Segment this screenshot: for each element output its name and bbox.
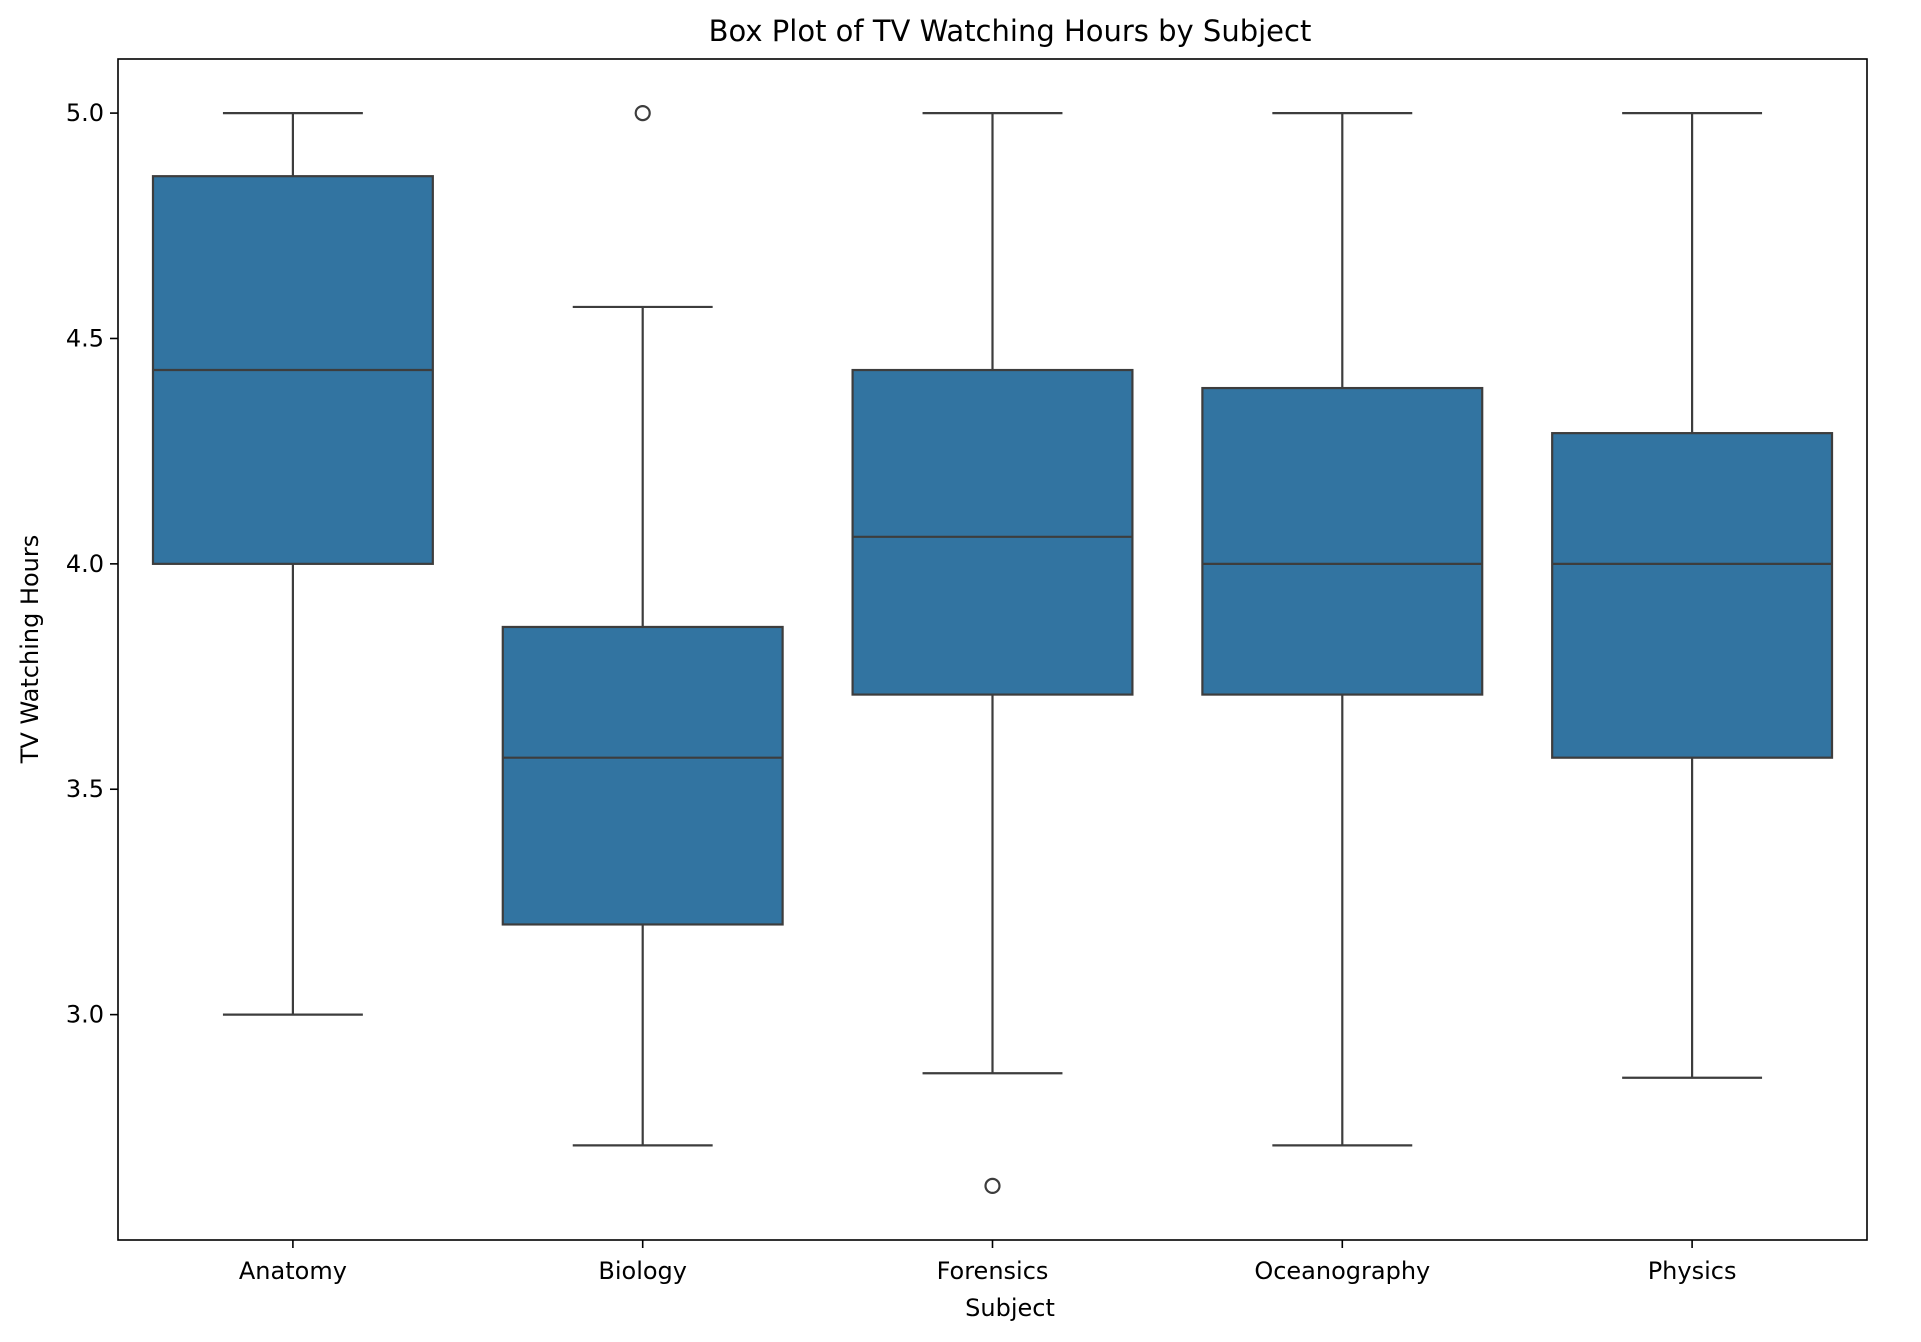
y-axis-label: TV Watching Hours [16, 535, 44, 764]
chart-title: Box Plot of TV Watching Hours by Subject [709, 14, 1312, 48]
box-forensics [851, 111, 1134, 1195]
box-anatomy [151, 111, 434, 1016]
iqr-box-physics [1551, 432, 1834, 759]
box-oceanography [1201, 111, 1484, 1147]
iqr-box-forensics [851, 368, 1134, 696]
x-tick-label-biology: Biology [598, 1257, 687, 1285]
y-tick-label: 3.5 [66, 775, 104, 803]
y-tick-label: 4.5 [66, 324, 104, 352]
y-tick-label: 5.0 [66, 99, 104, 127]
iqr-box-oceanography [1201, 386, 1484, 696]
iqr-box-biology [501, 625, 784, 926]
x-tick-label-forensics: Forensics [937, 1257, 1049, 1285]
boxes-layer [151, 104, 1834, 1195]
x-tick-label-anatomy: Anatomy [239, 1257, 347, 1285]
y-tick-label: 3.0 [66, 1001, 104, 1029]
x-axis-label: Subject [965, 1294, 1055, 1322]
box-physics [1551, 111, 1834, 1079]
outlier-forensics-0 [984, 1177, 1001, 1195]
y-tick-label: 4.0 [66, 550, 104, 578]
y-axis: 3.0 3.5 4.0 4.5 5.0 [66, 99, 118, 1029]
x-axis: Anatomy Biology Forensics Oceanography Physi… [239, 1240, 1737, 1285]
x-tick-label-oceanography: Oceanography [1254, 1257, 1430, 1285]
x-tick-label-physics: Physics [1648, 1257, 1737, 1285]
box-biology [501, 104, 784, 1147]
outlier-biology-0 [634, 104, 651, 122]
